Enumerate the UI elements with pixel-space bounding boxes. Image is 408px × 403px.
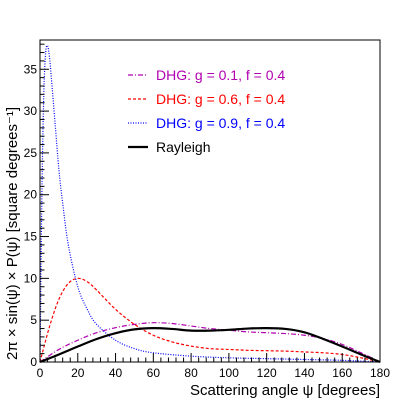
y-tick-label: 10 — [24, 271, 38, 285]
plot-frame — [39, 39, 381, 363]
legend-label-4: Rayleigh — [156, 139, 210, 155]
plot-background — [40, 40, 380, 362]
x-tick-label: 80 — [184, 366, 198, 380]
x-tick-label: 120 — [257, 366, 277, 380]
y-axis-label: 2π × sin(ψ) × P(ψ) [square degrees⁻¹] — [4, 107, 21, 360]
series-line-4 — [39, 327, 381, 364]
x-axis-label: Scattering angle ψ [degrees] — [190, 382, 380, 399]
x-tick-label: 60 — [147, 366, 161, 380]
y-tick-label: 25 — [24, 146, 38, 160]
series-line-3 — [39, 44, 381, 363]
x-tick-label: 180 — [370, 366, 390, 380]
y-tick-label: 20 — [24, 188, 38, 202]
x-tick-label: 100 — [219, 366, 239, 380]
y-tick-label: 0 — [30, 355, 37, 369]
x-tick-label: 20 — [71, 366, 85, 380]
legend-label-2: DHG: g = 0.6, f = 0.4 — [156, 91, 285, 107]
x-tick-label: 160 — [332, 366, 352, 380]
x-tick-label: 0 — [37, 366, 44, 380]
y-tick-label: 5 — [30, 313, 37, 327]
legend: DHG: g = 0.1, f = 0.4 DHG: g = 0.6, f = 0… — [128, 67, 285, 155]
ticks-layer: 0 20 40 60 80 100 120 140 160 180 0 5 10 15 20 25 30 35 — [24, 43, 390, 380]
x-tick-label: 140 — [294, 366, 314, 380]
legend-label-3: DHG: g = 0.9, f = 0.4 — [156, 115, 285, 131]
y-tick-label: 35 — [24, 62, 38, 76]
series-line-2 — [39, 277, 381, 363]
legend-label-1: DHG: g = 0.1, f = 0.4 — [156, 67, 285, 83]
series-layer — [39, 44, 381, 364]
x-tick-label: 40 — [109, 366, 123, 380]
y-tick-label: 30 — [24, 104, 38, 118]
y-tick-label: 15 — [24, 230, 38, 244]
